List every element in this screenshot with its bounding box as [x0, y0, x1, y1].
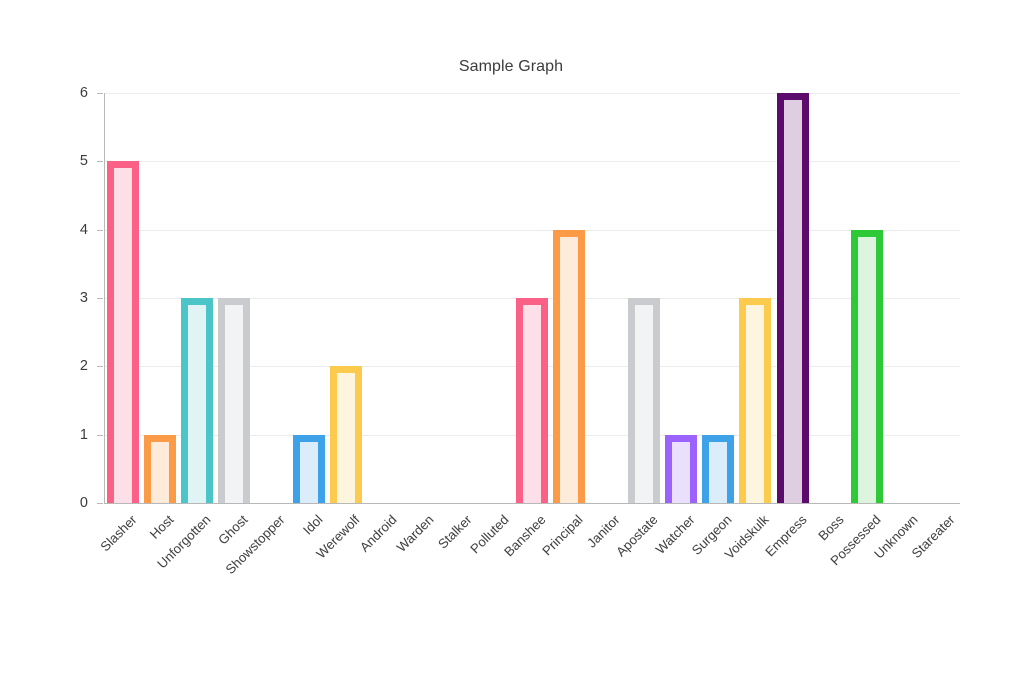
x-axis-line: [104, 503, 960, 504]
bar-slasher[interactable]: [106, 161, 139, 503]
y-axis-tick-mark: [97, 503, 103, 504]
x-axis-tick-label: Boss: [814, 512, 847, 544]
y-axis-tick-mark: [97, 229, 103, 231]
y-axis-tick-mark: [97, 161, 103, 163]
y-axis-tick-label: 5: [79, 153, 88, 170]
gridline: [104, 229, 960, 231]
y-axis-tick-label: 0: [79, 495, 88, 511]
y-axis-tick-mark: [97, 366, 103, 368]
x-axis-tick-label: Host: [146, 512, 177, 542]
bar-surgeon[interactable]: [702, 434, 735, 503]
bar-werewolf[interactable]: [329, 366, 362, 503]
x-axis-tick-label: Warden: [394, 512, 437, 555]
bar-empress[interactable]: [776, 93, 809, 503]
x-axis-tick-label: Slasher: [96, 512, 140, 555]
y-axis-tick-mark: [97, 434, 103, 436]
y-axis-tick-label: 6: [79, 85, 88, 101]
bar-watcher[interactable]: [664, 434, 697, 503]
bar-host[interactable]: [143, 434, 176, 503]
y-axis-tick-mark: [97, 298, 103, 299]
y-axis-line: [104, 93, 105, 503]
bar-apostate[interactable]: [627, 298, 660, 503]
y-axis-tick-label: 3: [79, 290, 88, 306]
gridline: [104, 93, 960, 94]
chart-title: Sample Graph: [458, 58, 564, 75]
y-axis-tick-label: 1: [79, 426, 88, 443]
y-axis-tick-mark: [97, 93, 103, 94]
gridline: [104, 161, 960, 163]
y-axis-tick-label: 4: [79, 221, 88, 238]
bar-principal[interactable]: [553, 229, 586, 503]
bar-ghost[interactable]: [218, 298, 251, 503]
bar-possessed[interactable]: [850, 229, 883, 503]
bar-idol[interactable]: [292, 434, 325, 503]
y-axis-tick-label: 2: [79, 358, 88, 375]
plot-area: [104, 93, 960, 504]
x-axis-tick-label: Principal: [539, 512, 586, 559]
x-axis-tick-label: Idol: [299, 512, 326, 538]
bar-voidskulk[interactable]: [739, 298, 772, 503]
x-axis-tick-label: Android: [356, 512, 400, 555]
bar-unforgotten[interactable]: [181, 298, 214, 503]
bar-banshee[interactable]: [516, 298, 548, 503]
